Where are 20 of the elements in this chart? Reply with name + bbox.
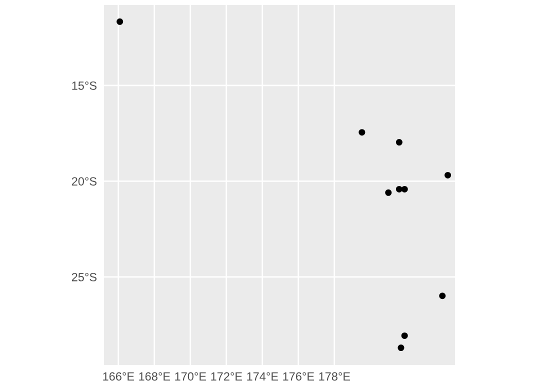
point xyxy=(401,186,408,192)
point xyxy=(358,129,366,136)
x-tick-label: 166°E xyxy=(103,372,134,381)
x-tick-label: 168°E xyxy=(139,372,170,381)
point xyxy=(116,18,124,25)
point xyxy=(401,332,408,339)
point xyxy=(385,189,392,196)
y-tick-label: 15°S xyxy=(72,81,97,90)
x-tick-label: 176°E xyxy=(283,372,314,381)
point xyxy=(396,186,402,192)
x-tick-label: 174°E xyxy=(247,372,278,380)
point xyxy=(439,292,446,300)
x-tick-label: 172°E xyxy=(211,372,242,380)
point xyxy=(398,344,404,352)
x-tick-label: 170°E xyxy=(175,372,206,381)
x-tick-label: 178°E xyxy=(319,372,350,381)
y-tick-label: 25°S xyxy=(72,272,97,282)
point xyxy=(444,172,452,178)
point xyxy=(396,139,402,146)
y-tick-label: 20°S xyxy=(72,177,97,186)
